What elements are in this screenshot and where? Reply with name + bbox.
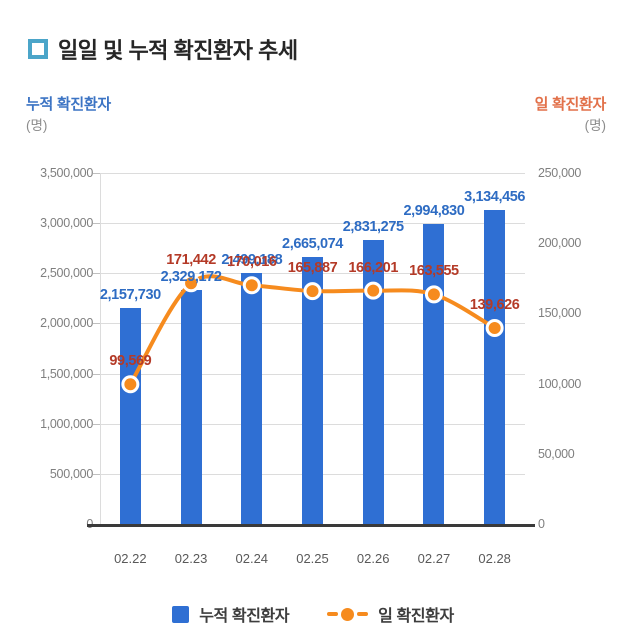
bar-value-label: 2,994,830 xyxy=(403,202,465,219)
right-tick-label: 250,000 xyxy=(538,166,582,180)
right-tick-label: 200,000 xyxy=(538,236,582,251)
x-tick-label: 02.28 xyxy=(478,551,511,566)
left-tick-dash xyxy=(93,423,100,425)
daily-line-swatch-icon xyxy=(327,607,369,621)
left-tick-dash xyxy=(93,473,100,475)
right-tick-label: 150,000 xyxy=(538,306,582,321)
left-tick-label: 500,000 xyxy=(49,466,93,481)
left-tick-label: 1,000,000 xyxy=(40,416,93,431)
left-tick-dash xyxy=(93,173,100,174)
right-tick-label: 100,000 xyxy=(538,376,582,391)
x-tick-label: 02.22 xyxy=(114,551,147,566)
point-value-label: 166,201 xyxy=(348,259,399,276)
left-tick-dash xyxy=(93,373,100,375)
legend-item-cumulative: 누적 확진환자 xyxy=(172,602,290,626)
x-axis-line xyxy=(87,524,535,527)
x-tick-label: 02.25 xyxy=(296,551,329,566)
left-axis-unit: (명) xyxy=(26,118,48,134)
title-row: 일일 및 누적 확진환자 추세 xyxy=(28,33,298,65)
x-tick-label: 02.23 xyxy=(174,551,208,566)
title-bullet-icon xyxy=(28,39,48,59)
point-value-label: 139,626 xyxy=(469,296,520,313)
right-axis-header: 일 확진환자 (명) xyxy=(534,93,607,137)
left-axis-title: 누적 확진환자 xyxy=(26,96,111,113)
point-value-label: 170,016 xyxy=(226,254,277,271)
point-value-label: 165,887 xyxy=(287,260,338,277)
left-tick-dash xyxy=(93,273,100,275)
right-tick-label: 50,000 xyxy=(538,446,575,461)
legend-label-daily: 일 확진환자 xyxy=(378,608,454,625)
legend-item-daily: 일 확진환자 xyxy=(327,602,454,626)
left-axis-header: 누적 확진환자 (명) xyxy=(26,93,111,137)
x-tick-label: 02.24 xyxy=(235,551,269,566)
legend-label-cumulative: 누적 확진환자 xyxy=(199,608,290,625)
legend: 누적 확진환자 일 확진환자 xyxy=(0,602,626,626)
left-tick-dash xyxy=(93,323,100,325)
right-tick-label: 0 xyxy=(538,517,545,531)
right-axis-title: 일 확진환자 xyxy=(534,96,607,113)
left-tick-dash xyxy=(93,223,100,225)
left-tick-label: 2,000,000 xyxy=(40,316,93,331)
point-value-label: 99,569 xyxy=(109,353,152,370)
gridline xyxy=(100,173,525,174)
bar-value-label: 2,329,172 xyxy=(160,269,222,286)
bar-value-label: 2,665,074 xyxy=(282,235,343,252)
left-tick-label: 1,500,000 xyxy=(40,366,93,381)
bar-value-label: 2,499,188 xyxy=(221,252,283,269)
bar-value-label: 2,157,730 xyxy=(99,286,161,303)
bar-value-label: 2,831,275 xyxy=(342,219,404,236)
left-tick-label: 3,000,000 xyxy=(40,216,93,231)
y-axis-line xyxy=(100,173,101,524)
page-title: 일일 및 누적 확진환자 추세 xyxy=(58,38,298,63)
cumulative-bar-swatch-icon xyxy=(172,605,190,623)
right-axis-unit: (명) xyxy=(584,118,606,134)
x-tick-label: 02.26 xyxy=(356,551,390,566)
point-value-label: 163,555 xyxy=(409,263,459,280)
x-tick-label: 02.27 xyxy=(417,551,451,566)
left-tick-label: 2,500,000 xyxy=(40,266,93,281)
left-tick-label: 3,500,000 xyxy=(40,166,93,180)
bar-value-label: 3,134,456 xyxy=(464,188,526,205)
point-value-label: 171,442 xyxy=(166,252,216,269)
gridline xyxy=(100,223,525,225)
